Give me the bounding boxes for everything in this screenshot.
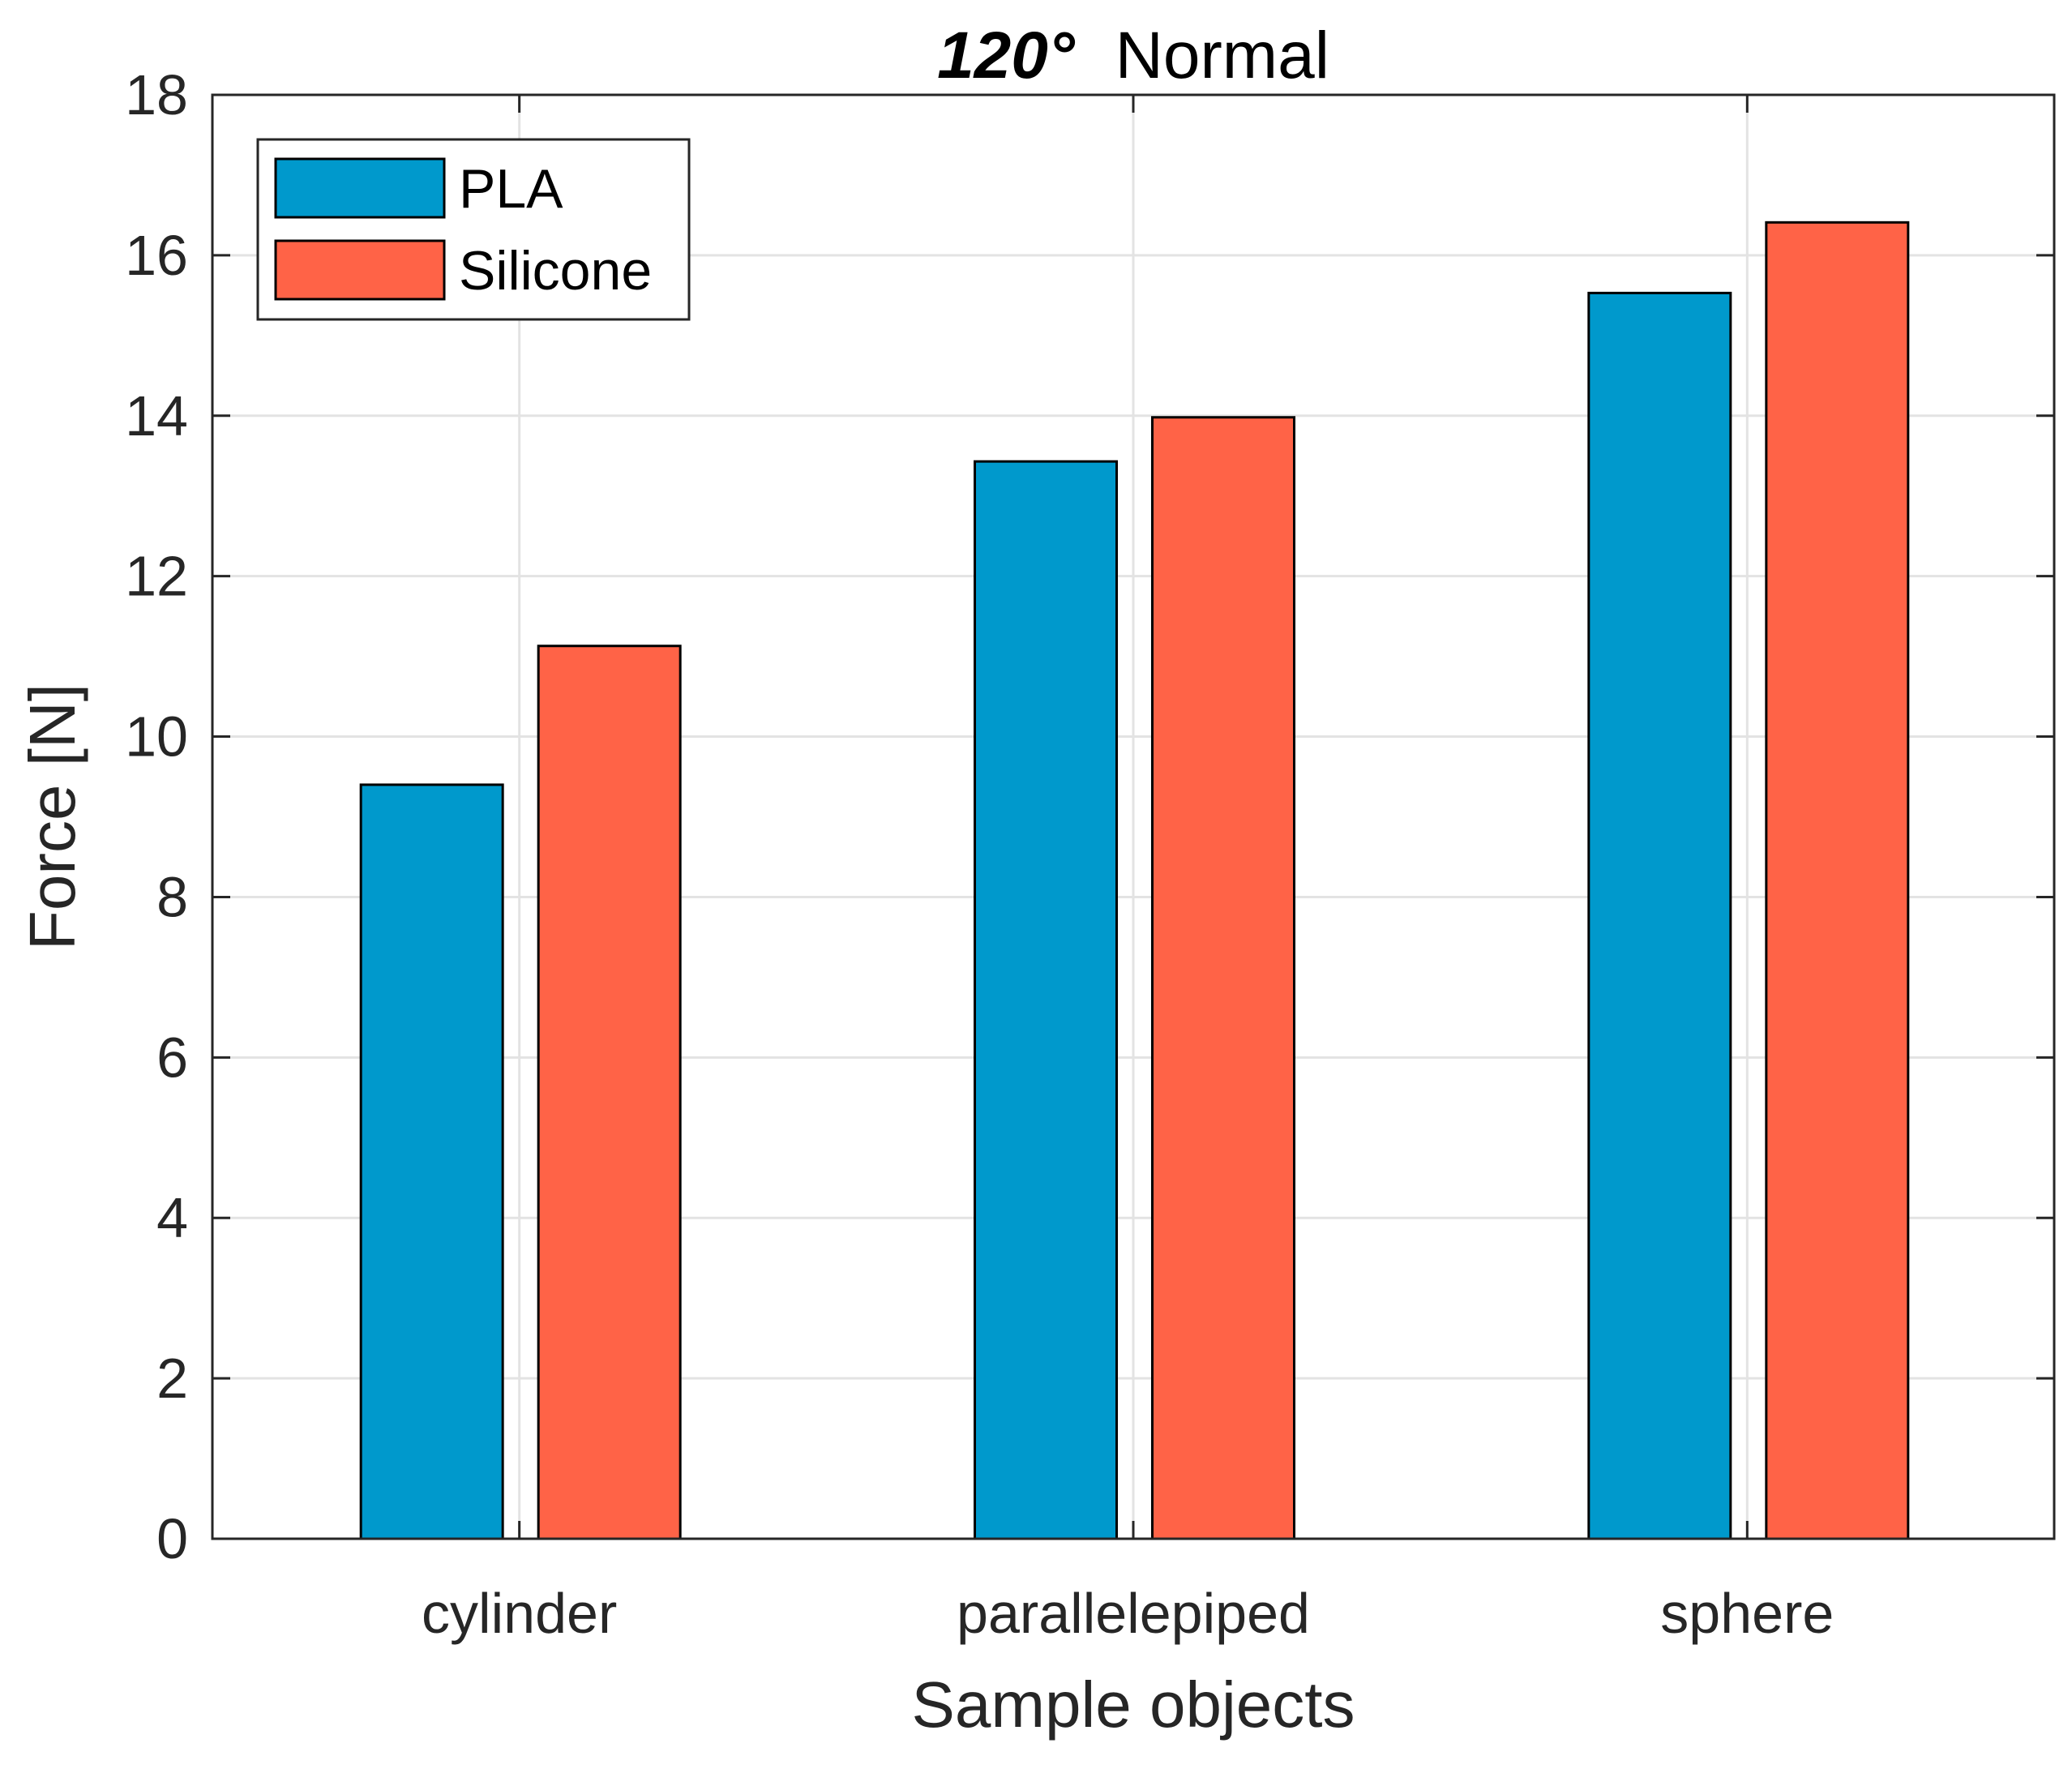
x-axis-label: Sample objects: [912, 1668, 1355, 1741]
chart-title-bold: 120°: [937, 19, 1076, 92]
y-tick-label: 6: [156, 1026, 188, 1089]
axis-ticks: [212, 93, 2054, 1540]
legend-label-silicone: Silicone: [459, 240, 652, 302]
y-tick-label: 2: [156, 1347, 188, 1410]
y-tick-label: 10: [125, 705, 188, 769]
legend: PLA Silicone: [256, 138, 691, 321]
chart-title: 120° Normal: [937, 19, 1329, 92]
y-tick-label: 14: [125, 384, 188, 448]
legend-swatch-pla: [274, 157, 446, 219]
bar-silicone-sphere: [1765, 221, 1910, 1540]
bar-pla-cylinder: [359, 783, 504, 1540]
bar-silicone-cylinder: [537, 645, 682, 1540]
y-tick-label: 8: [156, 865, 188, 928]
bar-pla-sphere: [1587, 291, 1732, 1540]
y-tick-labels: 0 2 4 6 8 10 12 14 16 18: [125, 63, 188, 1570]
y-tick-label: 16: [125, 224, 188, 287]
y-tick-label: 12: [125, 545, 188, 608]
x-tick-label: sphere: [1660, 1582, 1834, 1645]
x-tick-label: cylinder: [422, 1582, 617, 1645]
x-tick-label: parallelepiped: [957, 1582, 1310, 1645]
y-tick-label: 4: [156, 1186, 188, 1249]
chart-title-rest: Normal: [1115, 19, 1329, 92]
y-axis-label: Force [N]: [16, 683, 88, 950]
bar-pla-parallelepiped: [974, 460, 1118, 1540]
x-tick-labels: cylinder parallelepiped sphere: [422, 1582, 1834, 1645]
legend-swatch-silicone: [274, 239, 446, 301]
legend-label-pla: PLA: [459, 158, 563, 220]
bar-silicone-parallelepiped: [1151, 416, 1295, 1540]
bars: [359, 221, 1910, 1540]
legend-items: PLA Silicone: [274, 157, 652, 302]
y-tick-label: 0: [156, 1507, 188, 1570]
y-tick-label: 18: [125, 63, 188, 126]
